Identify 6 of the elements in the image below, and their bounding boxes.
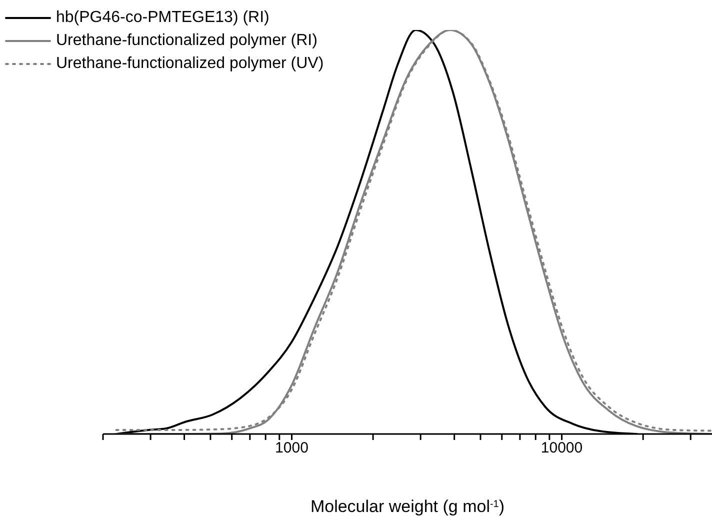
- legend-label: hb(PG46-co-PMTEGE13) (RI): [56, 8, 270, 28]
- x-axis-title: Molecular weight (g mol$^{-1}$): [310, 497, 505, 516]
- x-tick-label: 10000: [540, 440, 583, 457]
- legend-label: Urethane-functionalized polymer (RI): [56, 31, 318, 51]
- legend-label: Urethane-functionalized polymer (UV): [56, 54, 324, 74]
- x-tick-label: 1000: [275, 440, 308, 457]
